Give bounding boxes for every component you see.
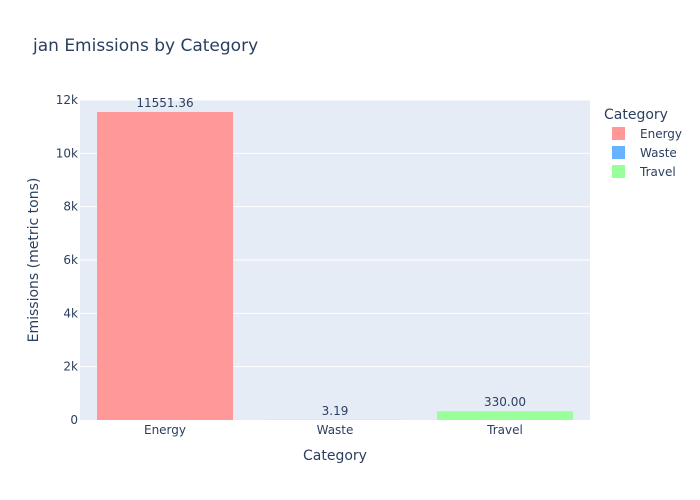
legend-item-energy[interactable]: Energy bbox=[640, 127, 682, 141]
x-axis-title: Category bbox=[303, 448, 367, 464]
y-tick-label: 10k bbox=[56, 146, 78, 160]
x-tick-label: Energy bbox=[144, 423, 186, 437]
y-tick-label: 8k bbox=[63, 200, 78, 214]
y-axis-title: Emissions (metric tons) bbox=[26, 178, 42, 343]
y-tick-label: 12k bbox=[56, 93, 78, 107]
legend-item-travel[interactable]: Travel bbox=[639, 165, 676, 179]
data-label-waste: 3.19 bbox=[322, 404, 349, 418]
bar-travel[interactable] bbox=[437, 411, 573, 420]
y-tick-label: 4k bbox=[63, 306, 78, 320]
chart-title: jan Emissions by Category bbox=[32, 36, 258, 56]
y-tick-label: 6k bbox=[63, 253, 78, 267]
y-axis-ticks: 0 2k 4k 6k 8k 10k 12k bbox=[56, 93, 78, 427]
legend-title: Category bbox=[604, 107, 668, 123]
legend-swatch-energy[interactable] bbox=[612, 127, 625, 140]
bars bbox=[97, 111, 573, 420]
bar-energy[interactable] bbox=[97, 111, 233, 420]
data-label-energy: 11551.36 bbox=[136, 96, 193, 110]
data-label-travel: 330.00 bbox=[484, 395, 526, 409]
data-labels: 11551.36 3.19 330.00 bbox=[136, 96, 526, 418]
x-tick-label: Travel bbox=[486, 423, 523, 437]
legend-item-waste[interactable]: Waste bbox=[640, 146, 677, 160]
y-tick-label: 2k bbox=[63, 360, 78, 374]
legend-swatch-travel[interactable] bbox=[612, 165, 625, 178]
x-tick-label: Waste bbox=[317, 423, 354, 437]
y-tick-label: 0 bbox=[70, 413, 78, 427]
legend[interactable]: Category Energy Waste Travel bbox=[604, 107, 682, 179]
legend-swatch-waste[interactable] bbox=[612, 146, 625, 159]
x-axis-ticks: Energy Waste Travel bbox=[144, 423, 523, 437]
